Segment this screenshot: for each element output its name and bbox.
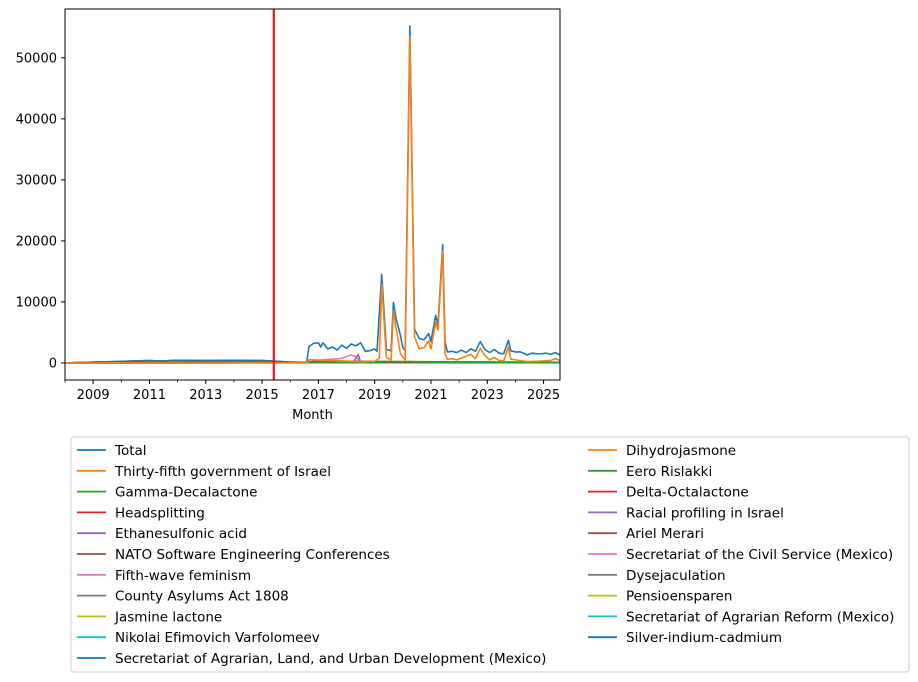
x-tick-label: 2025	[527, 388, 560, 403]
legend-item-label: Secretariat of Agrarian Reform (Mexico)	[626, 609, 894, 625]
legend: Total Thirty-fifth government of Israel Ga…	[70, 436, 910, 673]
legend-item-label: Racial profiling in Israel	[626, 505, 784, 521]
plot-lines	[65, 25, 560, 364]
legend-item-label: Pensioensparen	[626, 589, 732, 605]
y-tick-label: 0	[49, 356, 57, 371]
legend-item-label: Dysejaculation	[626, 568, 726, 584]
x-tick-label: 2009	[77, 388, 110, 403]
y-tick-label: 40000	[16, 112, 57, 127]
legend-item-label: Ariel Merari	[626, 526, 704, 542]
series-line-0	[65, 25, 560, 364]
legend-item-label: Jasmine lactone	[114, 609, 222, 625]
x-tick-label: 2023	[471, 388, 504, 403]
legend-item-label: Total	[114, 443, 147, 459]
x-tick-label: 2019	[358, 388, 391, 403]
x-tick-label: 2011	[133, 388, 166, 403]
legend-item-label: Headsplitting	[115, 505, 205, 521]
x-axis: 2009 2011 2013 2015 2017 2019 2021 2023 2025	[64, 380, 560, 403]
legend-item-label: Nikolai Efimovich Varfolomeev	[115, 630, 320, 646]
x-tick-label: 2017	[302, 388, 335, 403]
legend-item-label: Thirty-fifth government of Israel	[114, 464, 331, 480]
x-tick-label: 2015	[246, 388, 279, 403]
legend-item-label: Delta-Octalactone	[626, 485, 749, 501]
legend-item-label: Silver-indium-cadmium	[626, 630, 782, 646]
y-tick-label: 50000	[16, 51, 57, 66]
x-axis-label: Month	[292, 408, 333, 423]
legend-item-label: County Asylums Act 1808	[115, 589, 289, 605]
x-tick-label: 2013	[189, 388, 222, 403]
series-line-1	[65, 36, 560, 364]
legend-item-label: Secretariat of the Civil Service (Mexico…	[626, 547, 893, 563]
legend-item-label: Gamma-Decalactone	[115, 485, 257, 501]
x-tick-label: 2021	[414, 388, 447, 403]
y-tick-label: 20000	[16, 234, 57, 249]
legend-item-label: Secretariat of Agrarian, Land, and Urban…	[115, 651, 546, 667]
y-axis: 0 10000 20000 30000 40000 50000	[16, 51, 65, 371]
y-tick-label: 30000	[16, 173, 57, 188]
legend-item-label: Dihydrojasmone	[626, 443, 736, 459]
legend-item-label: Ethanesulfonic acid	[115, 526, 247, 542]
legend-item-label: Eero Rislakki	[626, 464, 712, 480]
plot-frame	[64, 8, 561, 381]
legend-item-label: Fifth-wave feminism	[115, 568, 251, 584]
legend-item-label: NATO Software Engineering Conferences	[115, 547, 390, 563]
y-tick-label: 10000	[16, 295, 57, 310]
legend-frame	[70, 436, 910, 673]
